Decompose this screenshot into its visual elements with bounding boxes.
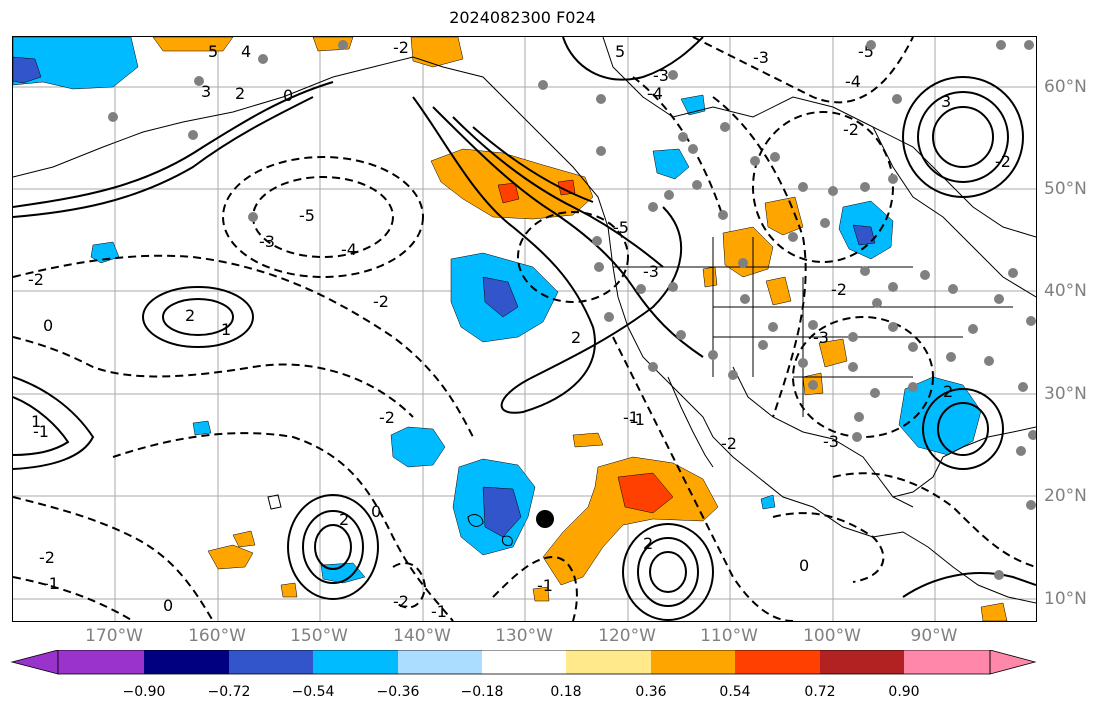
contour-label: 2 xyxy=(235,84,245,103)
contour-label: -2 xyxy=(393,592,409,611)
contour-label: -2 xyxy=(721,434,737,453)
colorbar-swatch xyxy=(904,650,990,674)
colorbar-swatch xyxy=(313,650,398,674)
colorbar-swatch xyxy=(58,650,144,674)
colorbar-tick-label: 0.90 xyxy=(888,684,920,700)
colorbar-swatch xyxy=(820,650,904,674)
lat-label: 50°N xyxy=(1044,179,1087,199)
map-panel: 5 4 3 2 -2 0 -5 -3 5 -4 -5 -3 -2 0 -1 2 … xyxy=(12,36,1037,622)
contour-label: -2 xyxy=(28,270,44,289)
contour-label: 0 xyxy=(799,556,809,575)
contour-label: -4 xyxy=(647,84,663,103)
contour-label: -1 xyxy=(431,602,447,621)
colorbar-tick-label: 0.54 xyxy=(719,684,751,700)
contour-label: 0 xyxy=(43,316,53,335)
contour-labels: 5 4 3 2 -2 0 -5 -3 5 -4 -5 -3 -2 0 -1 2 … xyxy=(28,38,1011,621)
lat-label: 10°N xyxy=(1044,589,1087,609)
positive-contours xyxy=(13,37,1036,621)
contour-label: -1 xyxy=(537,576,553,595)
contour-label: -2 xyxy=(373,292,389,311)
lon-label: 120°W xyxy=(598,626,656,646)
station-dots xyxy=(108,40,1036,580)
colorbar-tick-label: 0.72 xyxy=(804,684,836,700)
contour-label: 2 xyxy=(643,534,653,553)
contour-label: 2 xyxy=(943,382,953,401)
colorbar-under-arrow xyxy=(10,650,59,675)
colorbar-tick-label: −0.54 xyxy=(291,684,335,700)
lat-label: 20°N xyxy=(1044,486,1087,506)
lon-label: 170°W xyxy=(85,626,143,646)
contour-label: 5 xyxy=(208,42,218,61)
lat-label: 40°N xyxy=(1044,281,1087,301)
colorbar-swatch xyxy=(735,650,820,674)
colorbar-swatch xyxy=(398,650,482,674)
contour-label: -3 xyxy=(823,432,839,451)
contour-label: -2 xyxy=(995,152,1011,171)
colorbar-over-arrow xyxy=(989,650,1037,675)
contour-label: 3 xyxy=(201,82,211,101)
colorbar-tick-label: −0.90 xyxy=(122,684,166,700)
colorbar-swatch xyxy=(229,650,313,674)
contour-label: -2 xyxy=(831,280,847,299)
contour-label: 1 xyxy=(31,412,41,431)
contour-label: 1 xyxy=(221,320,231,339)
contour-label: -2 xyxy=(393,38,409,57)
contour-label: -2 xyxy=(843,120,859,139)
lon-label: 90°W xyxy=(910,626,958,646)
colorbar-tick-label: −0.36 xyxy=(376,684,420,700)
lon-label: 100°W xyxy=(803,626,861,646)
tropical-cyclone-marker xyxy=(536,510,554,528)
contour-label: -1 xyxy=(629,410,645,429)
contour-label: -1 xyxy=(33,422,49,441)
colorbar-tick-label: −0.18 xyxy=(460,684,504,700)
lon-label: 140°W xyxy=(393,626,451,646)
contour-label: -5 xyxy=(613,218,629,237)
negative-anomaly-shading xyxy=(13,37,982,584)
contour-label: 2 xyxy=(339,510,349,529)
colorbar-swatch xyxy=(651,650,735,674)
contour-label: -4 xyxy=(845,72,861,91)
contour-label: -1 xyxy=(43,574,59,593)
lon-label: 150°W xyxy=(290,626,348,646)
contour-label: 0 xyxy=(163,596,173,615)
contour-label: 3 xyxy=(941,92,951,111)
lon-label: 130°W xyxy=(495,626,553,646)
coastlines xyxy=(13,37,1036,604)
colorbar-tick-label: 0.18 xyxy=(550,684,582,700)
lon-label: 110°W xyxy=(700,626,758,646)
contour-label: -3 xyxy=(259,232,275,251)
colorbar-swatch xyxy=(482,650,566,674)
lat-label: 30°N xyxy=(1044,384,1087,404)
colorbar-swatch xyxy=(566,650,651,674)
contour-label: 0 xyxy=(283,86,293,105)
colorbar-tick-label: 0.36 xyxy=(635,684,667,700)
contour-label: 2 xyxy=(185,306,195,325)
contour-label: -1 xyxy=(623,408,639,427)
map-canvas: 5 4 3 2 -2 0 -5 -3 5 -4 -5 -3 -2 0 -1 2 … xyxy=(13,37,1036,621)
lon-label: 160°W xyxy=(188,626,246,646)
map-title: 2024082300 F024 xyxy=(449,8,596,27)
contour-label: 2 xyxy=(571,328,581,347)
lat-label: 60°N xyxy=(1044,77,1087,97)
contour-label: 4 xyxy=(241,42,251,61)
contour-label: -2 xyxy=(39,548,55,567)
contour-label: -3 xyxy=(753,48,769,67)
colorbar xyxy=(10,650,1037,675)
contour-label: 0 xyxy=(371,502,381,521)
colorbar-tick-label: −0.72 xyxy=(207,684,251,700)
contour-label: -2 xyxy=(379,408,395,427)
colorbar-swatch xyxy=(144,650,229,674)
contour-label: -3 xyxy=(643,262,659,281)
contour-label: -3 xyxy=(653,66,669,85)
contour-label: -3 xyxy=(813,328,829,347)
contour-label: -4 xyxy=(341,240,357,259)
contour-label: -5 xyxy=(299,206,315,225)
contour-label: 5 xyxy=(615,42,625,61)
